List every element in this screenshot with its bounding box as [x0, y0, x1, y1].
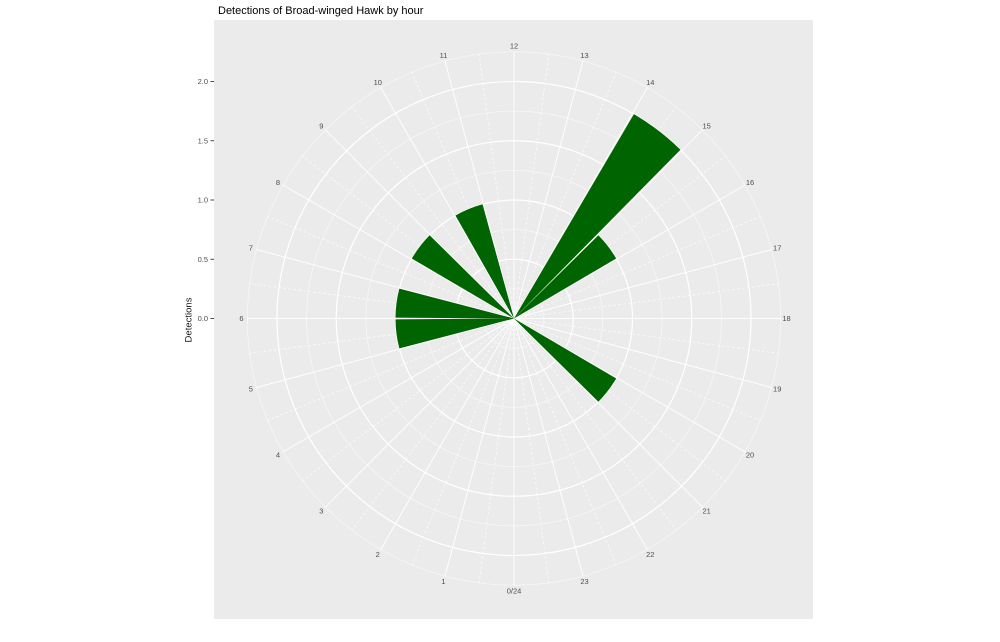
- grid-ray-minor: [513, 215, 761, 319]
- hour-label-5: 5: [249, 385, 253, 394]
- hour-label-4: 4: [276, 450, 280, 459]
- grid-ray-major: [255, 318, 515, 389]
- hour-label-7: 7: [249, 243, 253, 252]
- bar-wedge-hour-8: [411, 235, 514, 319]
- hour-label-20: 20: [746, 450, 754, 459]
- grid-ray-major: [513, 129, 704, 319]
- bar-wedge-hour-15: [514, 235, 617, 319]
- hour-label-9: 9: [319, 121, 323, 130]
- grid-ray-major: [513, 318, 584, 577]
- hour-label-23: 23: [580, 577, 588, 586]
- grid-ray-minor: [513, 318, 617, 566]
- grid-ray-major: [282, 318, 515, 453]
- hour-label-13: 13: [580, 51, 588, 60]
- hour-label-8: 8: [276, 178, 280, 187]
- grid-ray-major: [513, 318, 773, 389]
- hour-label-18: 18: [782, 314, 790, 323]
- y-tick-label: 1.5: [198, 136, 208, 145]
- y-tick-label: 0.5: [198, 255, 208, 264]
- grid-ray-minor: [411, 71, 515, 319]
- hour-label-0/24: 0/24: [507, 587, 522, 596]
- grid-ray-minor: [478, 53, 515, 319]
- grid-ray-minor: [249, 283, 515, 319]
- grid-ray-major: [513, 318, 704, 508]
- grid-ray-major: [513, 87, 648, 319]
- grid-ray-major: [444, 318, 515, 577]
- bar-wedge-hour-6: [395, 288, 514, 319]
- y-tick-label: 1.0: [198, 196, 208, 205]
- grid-ray-minor: [513, 283, 779, 319]
- grid-ray-minor: [301, 155, 515, 319]
- grid-ray-minor: [351, 318, 515, 531]
- grid-ray-minor: [267, 318, 515, 422]
- y-tick-label: 2.0: [198, 77, 208, 86]
- grid-ray-minor: [411, 318, 515, 566]
- grid-ray-major: [324, 129, 515, 319]
- grid-ray-major: [282, 184, 515, 319]
- grid-ray-major: [513, 60, 584, 319]
- grid-ray-major: [513, 318, 648, 550]
- bar-wedge-hour-10: [455, 204, 514, 319]
- hour-label-17: 17: [773, 243, 781, 252]
- hour-label-16: 16: [746, 178, 754, 187]
- plot-title: Detections of Broad-winged Hawk by hour: [218, 5, 424, 17]
- grid-ray-major: [255, 248, 515, 319]
- grid-ray-minor: [513, 318, 550, 584]
- grid-ray-minor: [513, 53, 550, 319]
- bar-wedge-hour-14: [514, 114, 681, 319]
- grid-ray-major: [380, 318, 515, 550]
- grid-ray-major: [513, 248, 773, 319]
- y-tick-label: 0.0: [198, 314, 208, 323]
- hour-label-6: 6: [239, 314, 243, 323]
- grid-ray-major: [444, 60, 515, 319]
- grid-ray-minor: [249, 318, 515, 354]
- grid-ray-minor: [513, 71, 617, 319]
- grid-ray-minor: [478, 318, 515, 584]
- hour-label-21: 21: [703, 507, 711, 516]
- bar-wedge-hour-5: [395, 318, 514, 349]
- grid-ray-major: [513, 318, 746, 453]
- grid-ray-minor: [513, 318, 761, 422]
- hour-label-14: 14: [646, 78, 654, 87]
- hour-label-22: 22: [646, 550, 654, 559]
- grid-ray-major: [324, 318, 515, 508]
- hour-label-2: 2: [376, 550, 380, 559]
- grid-ray-minor: [513, 155, 727, 319]
- hour-label-3: 3: [319, 507, 323, 516]
- grid-ray-major: [380, 87, 515, 319]
- hour-label-10: 10: [374, 78, 382, 87]
- bar-wedge-hour-20: [514, 318, 617, 402]
- hour-label-1: 1: [441, 577, 445, 586]
- grid-ray-major: [513, 184, 746, 319]
- grid-ray-minor: [513, 318, 677, 531]
- hour-label-11: 11: [440, 51, 448, 60]
- grid-ray-minor: [267, 215, 515, 319]
- hour-label-15: 15: [703, 121, 711, 130]
- hour-label-19: 19: [773, 385, 781, 394]
- hour-label-12: 12: [510, 42, 518, 51]
- grid-ray-minor: [513, 318, 779, 354]
